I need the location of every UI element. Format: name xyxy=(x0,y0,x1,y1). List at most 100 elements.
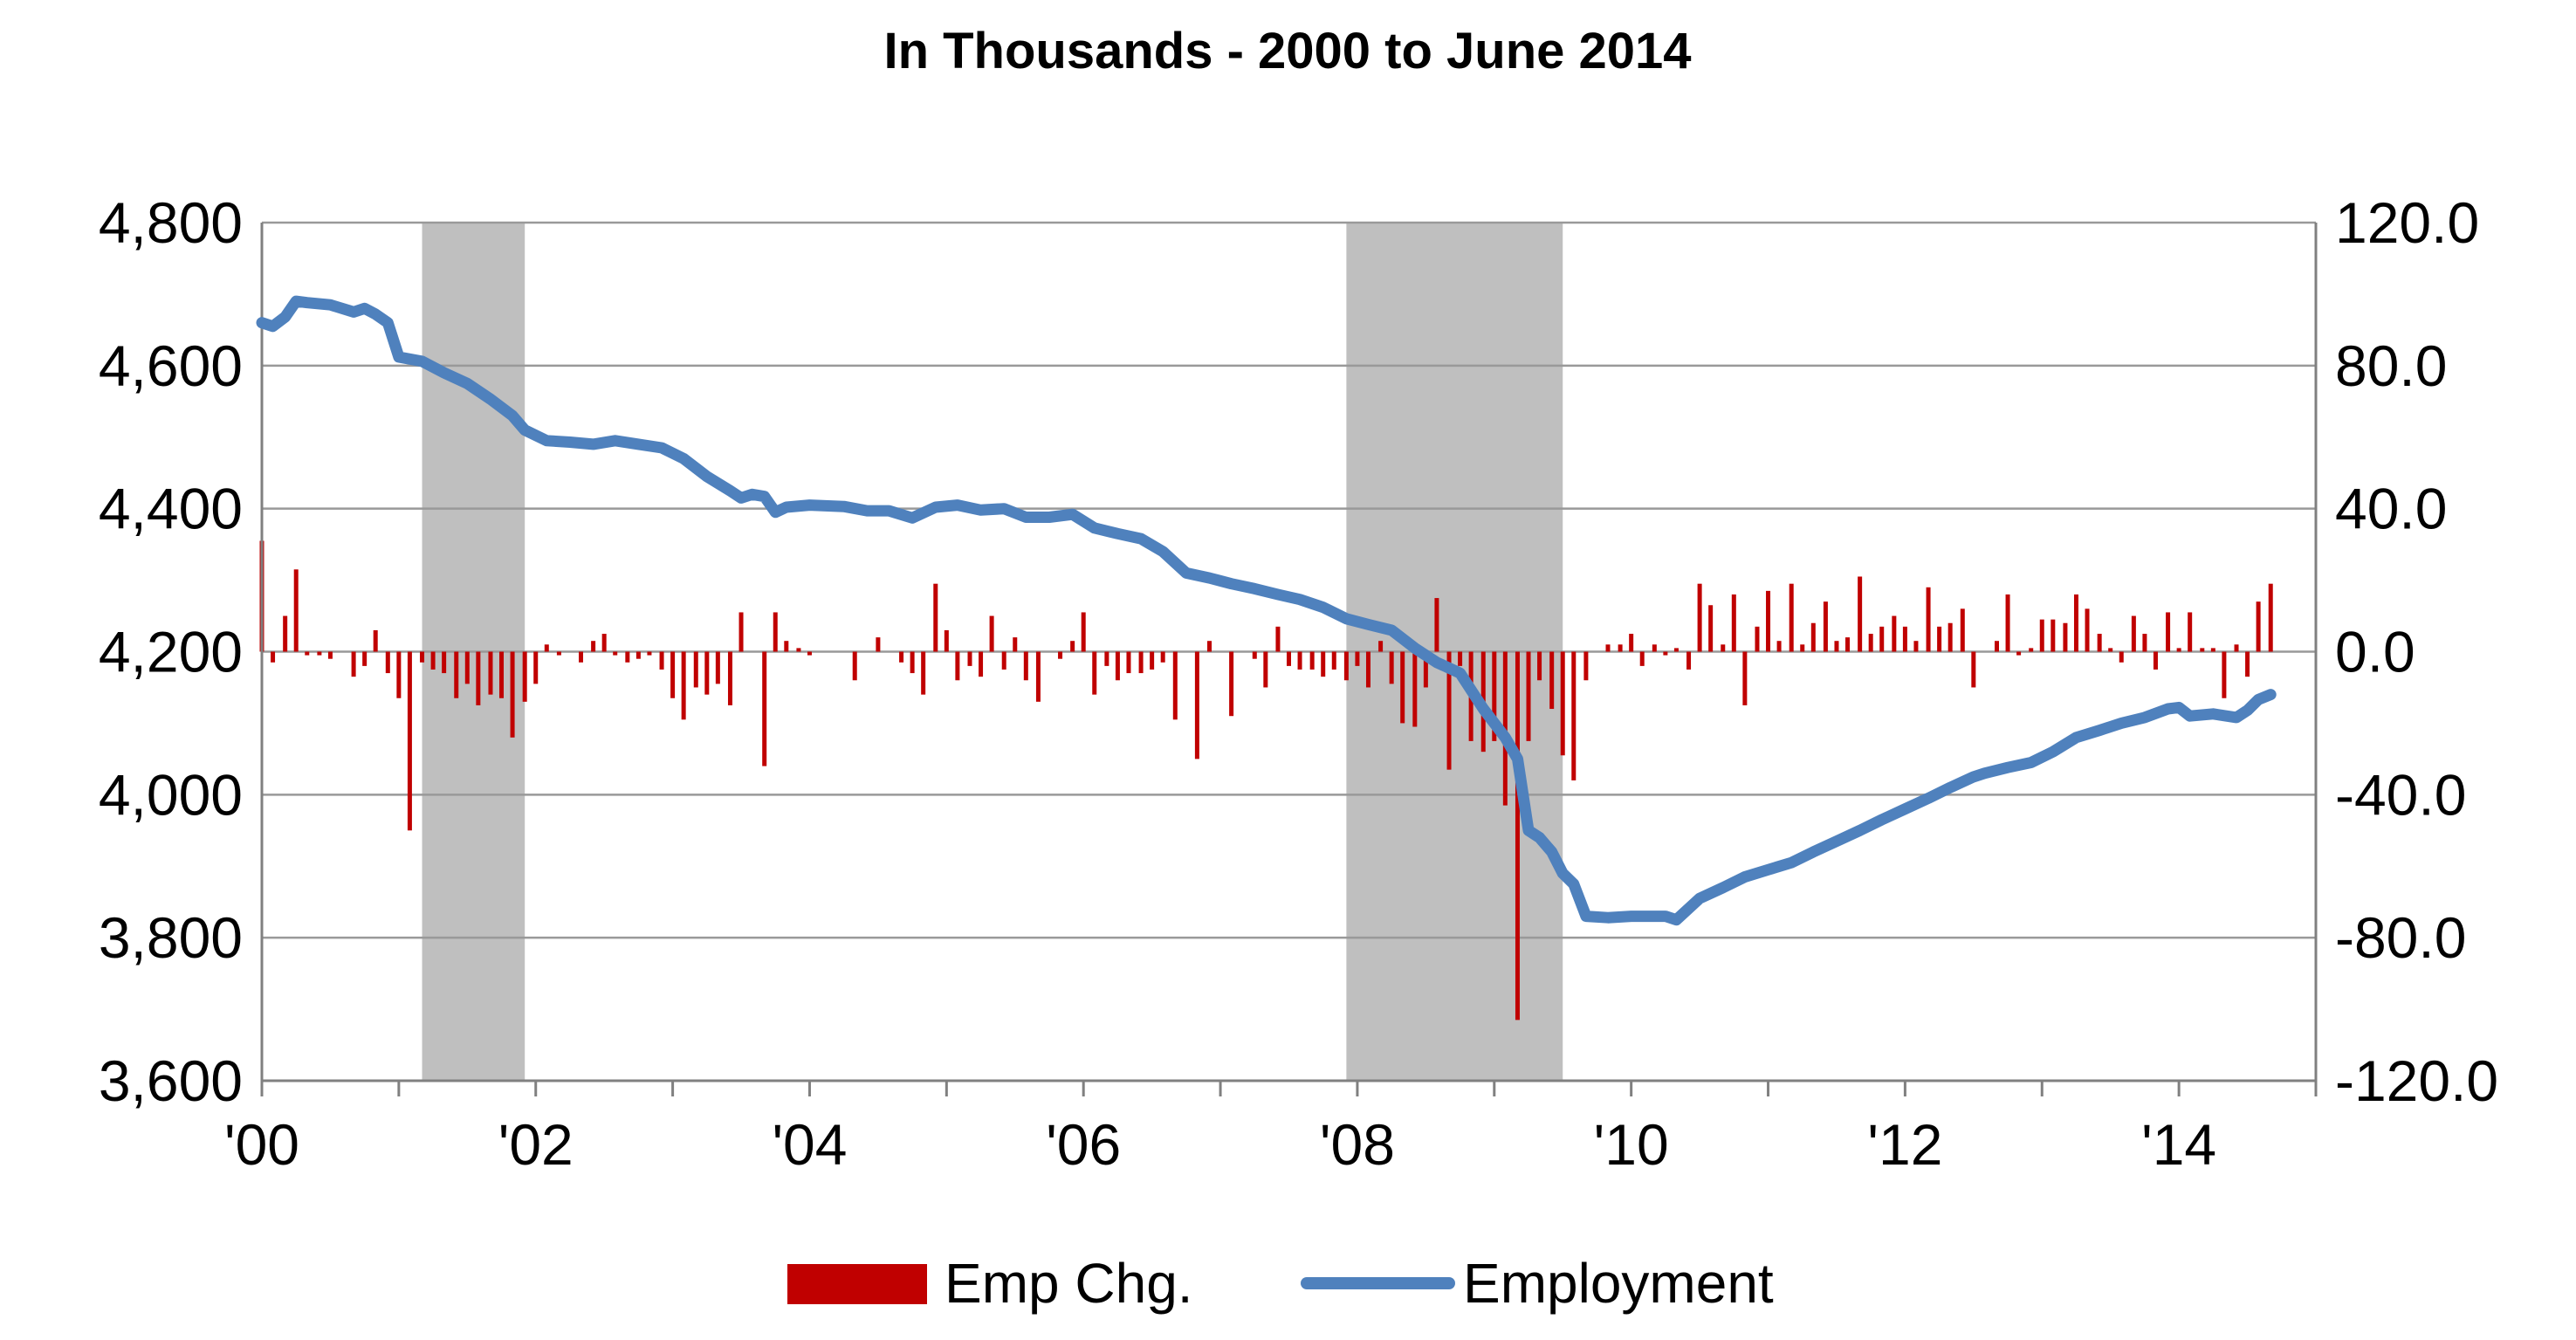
emp-chg-bar xyxy=(2176,648,2181,652)
emp-chg-bar xyxy=(1868,634,1873,652)
emp-chg-bar xyxy=(762,651,767,766)
emp-chg-bar xyxy=(625,651,630,663)
emp-chg-bar xyxy=(1321,651,1326,677)
emp-chg-bar xyxy=(2073,594,2078,652)
emp-chg-bar xyxy=(933,583,938,652)
emp-chg-bar xyxy=(1389,651,1394,684)
emp-chg-bar xyxy=(944,629,949,652)
x-tick-label: '04 xyxy=(772,1112,847,1177)
left-axis-ticks: 3,600 3,800 4,000 4,200 4,400 4,600 4,800 xyxy=(99,190,243,1113)
emp-chg-bar xyxy=(1343,651,1349,681)
emp-chg-bar xyxy=(967,651,972,666)
emp-chg-bar xyxy=(1721,644,1726,652)
emp-chg-bar xyxy=(659,651,664,670)
emp-chg-bar xyxy=(1537,651,1542,681)
emp-chg-bar xyxy=(1229,651,1234,717)
emp-chg-bar xyxy=(522,651,527,702)
chart-title: In Thousands - 2000 to June 2014 xyxy=(883,23,1691,79)
x-tick-label: '06 xyxy=(1046,1112,1121,1177)
emp-chg-bar xyxy=(2016,651,2022,656)
left-tick-label: 4,600 xyxy=(99,333,243,398)
emp-chg-bar xyxy=(1400,651,1405,724)
emp-chg-bar xyxy=(1207,641,1212,652)
x-tick-label: '00 xyxy=(224,1112,299,1177)
left-tick-label: 3,600 xyxy=(99,1048,243,1113)
emp-chg-bar xyxy=(1913,641,1919,652)
emp-chg-bar xyxy=(1252,651,1257,659)
employment-line xyxy=(256,295,2277,926)
emp-chg-bar xyxy=(1035,651,1041,702)
emp-chg-bar xyxy=(1092,651,1097,695)
emp-chg-bar xyxy=(979,651,984,677)
emp-chg-bar xyxy=(1845,637,1851,652)
emp-chg-bar xyxy=(1708,605,1714,652)
emp-chg-bar xyxy=(1652,644,1657,652)
emp-chg-bar xyxy=(2029,648,2034,652)
emp-chg-bar xyxy=(2119,651,2124,663)
emp-chg-bar xyxy=(1789,583,1794,652)
emp-chg-bar xyxy=(704,651,710,695)
emp-chg-bar xyxy=(2039,619,2044,652)
emp-chg-bar xyxy=(1971,651,1976,688)
emp-chg-bars xyxy=(259,540,2273,1020)
emp-chg-bar xyxy=(635,651,641,659)
emp-chg-bar xyxy=(1492,651,1497,741)
emp-chg-bar xyxy=(1697,583,1702,652)
emp-chg-bar xyxy=(989,615,994,652)
emp-chg-bar xyxy=(693,651,698,688)
emp-chg-bar xyxy=(2050,619,2056,652)
emp-chg-bar xyxy=(1742,651,1748,705)
emp-chg-bar xyxy=(1458,651,1463,666)
emp-chg-bar xyxy=(1902,626,1907,652)
emp-chg-bar xyxy=(2063,622,2068,652)
emp-chg-bar xyxy=(1686,651,1692,670)
legend: Emp Chg. Employment xyxy=(787,1252,1774,1315)
emp-chg-bar xyxy=(2131,615,2136,652)
emp-chg-bar xyxy=(681,651,686,720)
emp-chg-bar xyxy=(1138,651,1144,674)
emp-chg-bar xyxy=(1823,601,1828,652)
emp-chg-bar xyxy=(1629,634,1634,652)
emp-chg-bar xyxy=(2108,648,2113,652)
emp-chg-bar xyxy=(1365,651,1370,688)
right-tick-label: -120.0 xyxy=(2335,1048,2498,1113)
emp-chg-bar xyxy=(1937,626,1942,652)
emp-chg-bar xyxy=(807,651,812,656)
emp-chg-bar xyxy=(1663,651,1668,656)
emp-chg-bar xyxy=(2166,612,2171,652)
axes xyxy=(260,223,2318,1096)
emp-chg-bar xyxy=(1446,651,1452,770)
emp-chg-bar xyxy=(2188,612,2193,652)
emp-chg-bar xyxy=(454,651,459,698)
emp-chg-bar xyxy=(1412,651,1418,727)
right-tick-label: -80.0 xyxy=(2335,905,2466,970)
emp-chg-bar xyxy=(1309,651,1315,670)
emp-chg-bar xyxy=(2142,634,2147,652)
emp-chg-bar xyxy=(1583,651,1589,681)
emp-chg-bar xyxy=(533,651,539,684)
emp-chg-bar xyxy=(601,634,607,652)
emp-chg-bar xyxy=(1297,651,1302,670)
emp-chg-bar xyxy=(1560,651,1565,756)
emp-chg-bar xyxy=(327,651,333,659)
emp-chg-bar xyxy=(499,651,505,698)
legend-swatch-emp-chg xyxy=(787,1264,927,1304)
emp-chg-bar xyxy=(2268,583,2273,652)
emp-chg-bar xyxy=(2245,651,2250,677)
emp-chg-bar xyxy=(1058,651,1063,659)
emp-chg-bar xyxy=(1515,651,1520,1020)
emp-chg-bar xyxy=(1081,612,1086,652)
emp-chg-bar xyxy=(1423,651,1428,688)
emp-chg-bar xyxy=(1549,651,1555,710)
emp-chg-bar xyxy=(921,651,926,695)
emp-chg-bar xyxy=(1126,651,1131,674)
right-tick-label: 120.0 xyxy=(2335,190,2479,255)
emp-chg-bar xyxy=(796,648,801,652)
emp-chg-bar xyxy=(556,651,561,656)
left-tick-label: 3,800 xyxy=(99,905,243,970)
emp-chg-bar xyxy=(1892,615,1897,652)
emp-chg-bar xyxy=(442,651,447,674)
left-tick-label: 4,000 xyxy=(99,762,243,827)
emp-chg-bar xyxy=(1013,637,1018,652)
